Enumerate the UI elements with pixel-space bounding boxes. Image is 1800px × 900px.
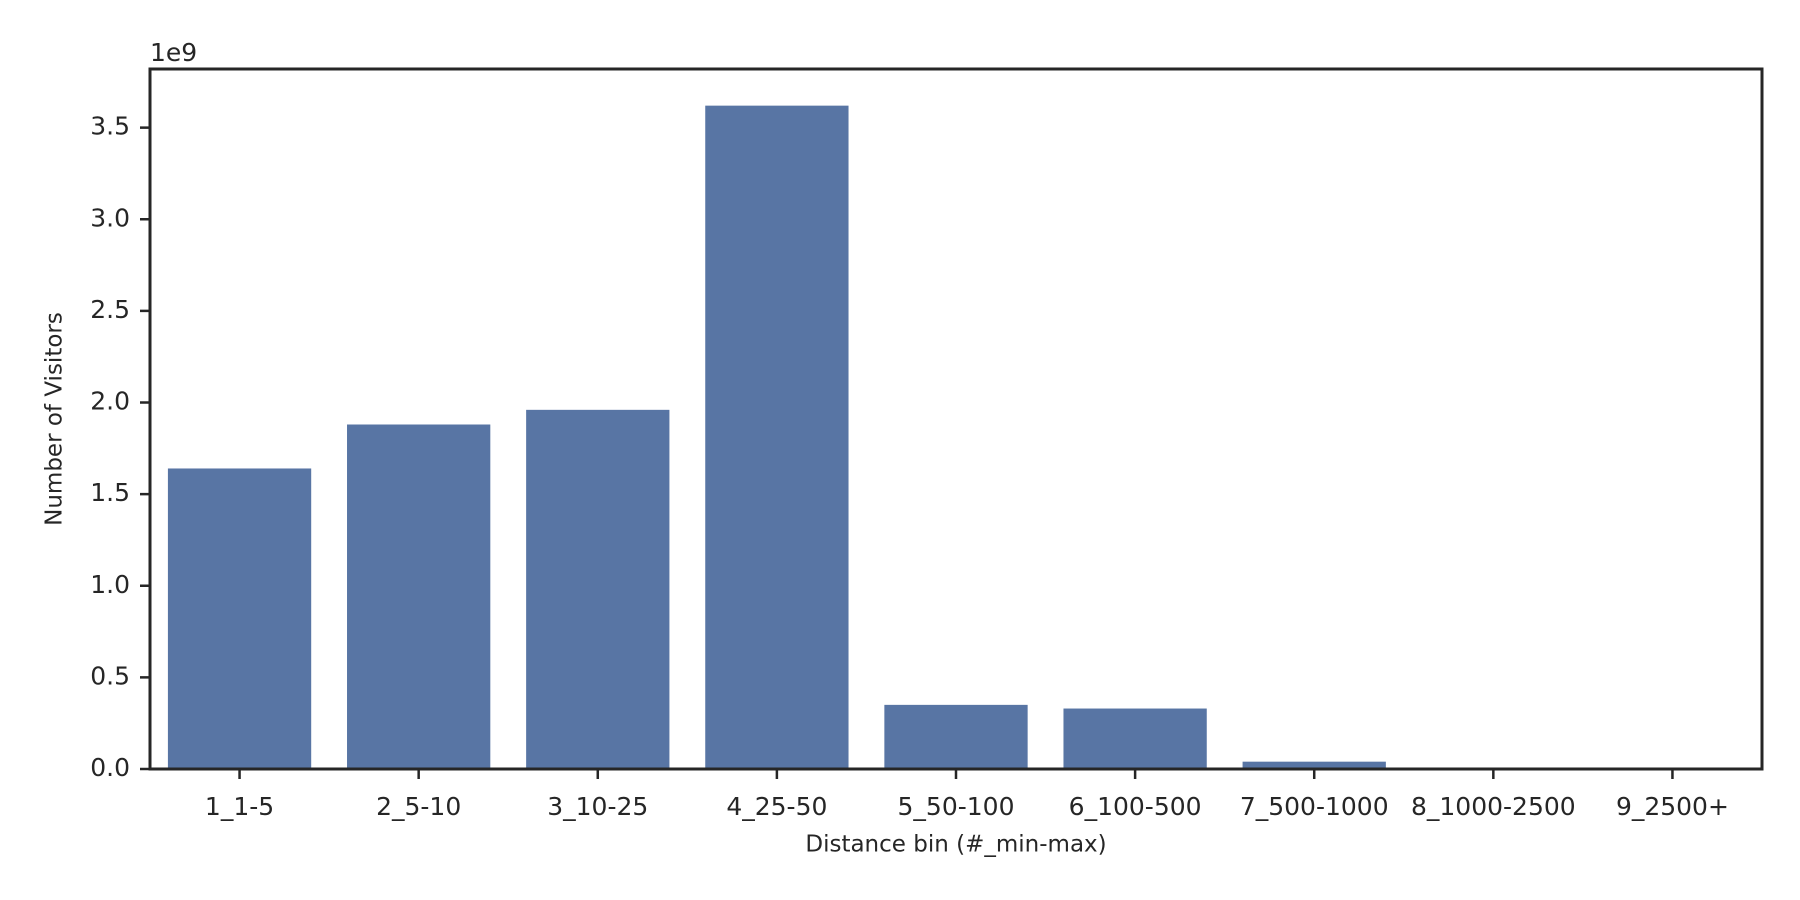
y-tick-label: 0.5 — [90, 661, 130, 690]
bar — [1063, 708, 1207, 769]
x-tick-label: 2_5-10 — [376, 792, 461, 821]
y-offset-label: 1e9 — [150, 38, 197, 67]
bar — [526, 409, 670, 769]
y-tick-label: 0.0 — [90, 753, 130, 782]
x-tick-label: 9_2500+ — [1616, 792, 1729, 821]
y-tick-label: 3.5 — [90, 112, 130, 141]
bar — [705, 105, 849, 769]
bar — [884, 704, 1028, 769]
x-tick-label: 6_100-500 — [1069, 792, 1202, 821]
x-tick-label: 4_25-50 — [726, 792, 827, 821]
x-tick-label: 1_1-5 — [205, 792, 274, 821]
y-tick-label: 2.5 — [90, 295, 130, 324]
x-tick-label: 3_10-25 — [547, 792, 648, 821]
y-tick-label: 1.5 — [90, 478, 130, 507]
bar — [167, 468, 312, 769]
x-tick-label: 7_500-1000 — [1240, 792, 1389, 821]
y-tick-label: 3.0 — [90, 203, 130, 232]
x-tick-label: 5_50-100 — [898, 792, 1015, 821]
plot-frame — [148, 67, 1764, 771]
bar — [1242, 761, 1386, 769]
x-axis-label: Distance bin (#_min-max) — [805, 832, 1106, 858]
y-tick-label: 2.0 — [90, 387, 130, 416]
bar — [347, 424, 491, 769]
y-axis-label: Number of Visitors — [42, 312, 68, 526]
x-tick-label: 8_1000-2500 — [1411, 792, 1576, 821]
y-tick-label: 1.0 — [90, 570, 130, 599]
